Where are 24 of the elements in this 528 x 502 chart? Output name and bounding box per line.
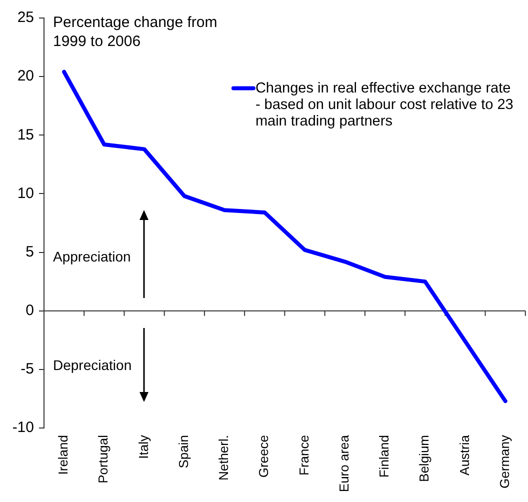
x-tick-label: Germany [496,434,512,488]
y-tick-label: 10 [17,184,34,202]
y-tick-label: 15 [17,126,34,144]
y-tick-label: 25 [17,9,34,26]
y-tick-label: 0 [26,302,34,319]
annotation: Depreciation [53,357,132,374]
x-tick-label: Italy [136,434,151,459]
x-tick-label: Finland [376,435,392,478]
y-tick-label: 20 [17,68,34,85]
x-tick-label: Belgium [416,435,432,482]
y-tick-label: -5 [20,360,34,378]
x-tick-label: Ireland [56,435,71,475]
y-tick-label: 5 [26,243,34,260]
y-axis-title: Percentage change from 1999 to 2006 [53,14,218,50]
annotation: Appreciation [53,248,131,264]
x-tick-label: Euro area [336,434,352,492]
y-tick-label: -10 [12,419,34,436]
x-tick-label: Netherl. [216,435,232,481]
x-tick-label: Spain [176,435,191,468]
x-tick-label: Greece [256,435,272,478]
x-tick-label: Austria [456,434,472,476]
legend-label: Changes in real effective exchange rate - based on unit labour cost relative to 23 main trading partners [255,80,514,130]
x-tick-label: Portugal [96,434,111,484]
x-tick-label: France [296,435,312,476]
